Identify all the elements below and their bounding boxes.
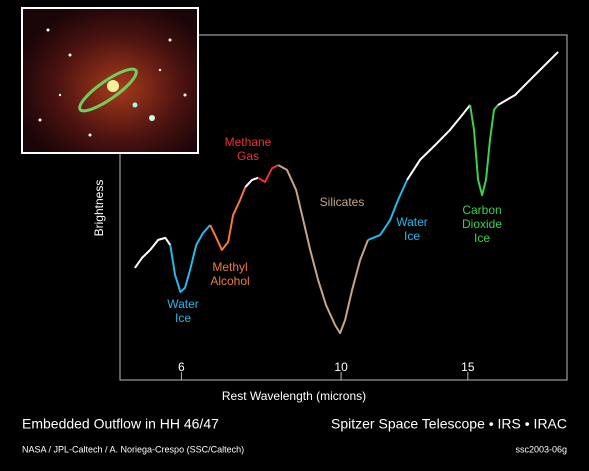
spectrum-line	[134, 236, 172, 269]
x-tick-label: 10	[334, 360, 348, 374]
annotation-text: Water	[396, 215, 428, 229]
annotation-text: Methyl	[212, 260, 247, 274]
spectrum-line	[406, 104, 471, 181]
footer-mission: Spitzer Space Telescope • IRS • IRAC	[331, 416, 567, 432]
spectrum-line	[257, 164, 279, 183]
spectrum-line	[277, 164, 369, 335]
spectrum-line	[367, 179, 409, 241]
plot-frame	[119, 34, 568, 381]
x-axis-label: Rest Wavelength (microns)	[222, 389, 366, 403]
annotation-text: Dioxide	[462, 217, 502, 231]
x-tick-label: 15	[461, 360, 475, 374]
spectrum-line	[244, 176, 259, 188]
inset-image	[21, 7, 199, 154]
annotation-text: Water	[167, 297, 199, 311]
annotation: Silicates	[320, 195, 365, 209]
y-axis-label: Brightness	[92, 180, 106, 237]
spectrum-line	[209, 186, 247, 251]
annotation-text: Silicates	[320, 195, 365, 209]
annotation-text: Ice	[175, 311, 191, 325]
annotation-text: Carbon	[462, 203, 501, 217]
annotation-text: Methane	[225, 135, 272, 149]
spectrum-line	[497, 51, 559, 106]
annotation-text: Alcohol	[210, 274, 249, 288]
annotation-text: Gas	[237, 149, 259, 163]
footer-id: ssc2003-06g	[515, 444, 567, 454]
annotation-text: Ice	[404, 229, 420, 243]
spectrum-line	[169, 224, 211, 293]
footer-title: Embedded Outflow in HH 46/47	[22, 416, 219, 432]
annotation-text: Ice	[474, 231, 490, 245]
x-tick-label: 6	[178, 360, 185, 374]
spectrum-line	[469, 104, 499, 197]
footer-credit: NASA / JPL-Caltech / A. Noriega-Crespo (…	[22, 444, 244, 454]
